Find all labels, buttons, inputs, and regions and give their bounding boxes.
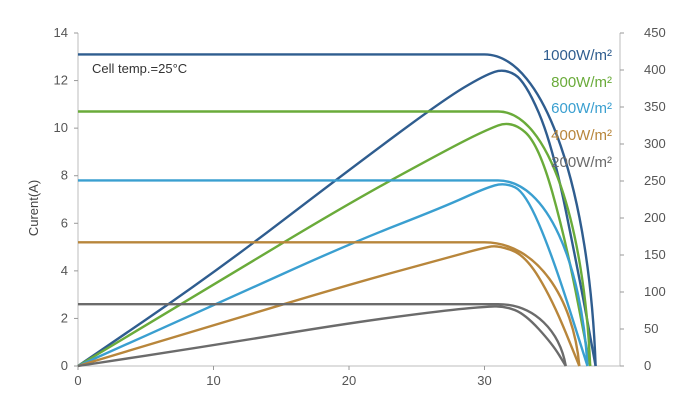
current-curve: [78, 241, 581, 367]
current-curve: [78, 179, 589, 367]
y-tick-label: 12: [54, 73, 68, 88]
x-tick-label: 0: [74, 373, 81, 388]
y2-tick-label: 150: [644, 247, 666, 262]
y-tick-label: 2: [61, 310, 68, 325]
power-curve: [77, 183, 589, 368]
y-tick-label: 0: [61, 358, 68, 373]
y2-tick-label: 300: [644, 136, 666, 151]
legend-entry-label: 200W/m²: [551, 154, 612, 171]
current-curve: [78, 302, 567, 367]
y2-tick-label: 250: [644, 173, 666, 188]
series-layer: [77, 53, 597, 368]
y-tick-label: 8: [61, 168, 68, 183]
x-tick-label: 30: [477, 373, 491, 388]
y2-tick-label: 100: [644, 284, 666, 299]
y-axis-title: Curent(A): [26, 180, 41, 236]
y2-tick-label: 50: [644, 321, 658, 336]
power-curve: [77, 305, 567, 368]
x-tick-label: 20: [342, 373, 356, 388]
y2-tick-label: 350: [644, 99, 666, 114]
y2-tick-label: 400: [644, 62, 666, 77]
y-tick-label: 6: [61, 215, 68, 230]
y2-tick-label: 0: [644, 358, 651, 373]
y2-tick-label: 450: [644, 25, 666, 40]
legend-entry-label: 400W/m²: [551, 127, 612, 144]
legend-entry-label: 800W/m²: [551, 74, 612, 91]
y2-tick-label: 200: [644, 210, 666, 225]
legend: 1000W/m² 800W/m² 600W/m² 400W/m² 200W/m²: [543, 47, 612, 171]
legend-entry-label: 600W/m²: [551, 100, 612, 117]
power-curve: [77, 122, 592, 368]
y-tick-label: 10: [54, 120, 68, 135]
legend-entry-label: 1000W/m²: [543, 47, 612, 64]
current-curve: [78, 53, 597, 367]
power-curve: [77, 245, 581, 368]
power-curve: [77, 69, 597, 367]
axes: 0 10 20 30024681012140501001502002503003504…: [54, 25, 666, 388]
y-tick-label: 4: [61, 263, 68, 278]
cell-temp-annotation: Cell temp.=25°C: [92, 61, 187, 76]
current-curve: [78, 110, 592, 367]
y-tick-label: 14: [54, 25, 68, 40]
x-tick-label: 10: [206, 373, 220, 388]
